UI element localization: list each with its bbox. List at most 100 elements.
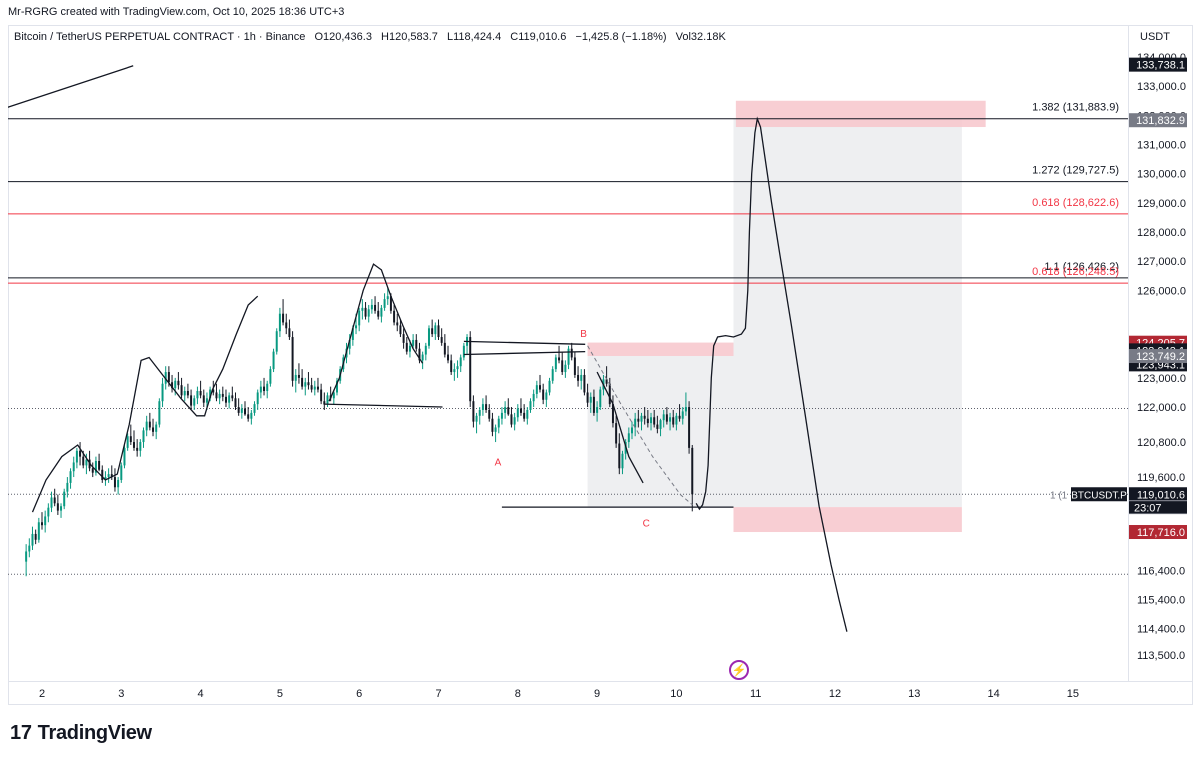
- candle-body: [34, 533, 37, 540]
- lightning-icon[interactable]: ⚡: [729, 660, 749, 680]
- candle-body: [513, 417, 516, 425]
- candle-body: [205, 398, 208, 403]
- symbol-legend[interactable]: Bitcoin / TetherUS PERPETUAL CONTRACT · …: [14, 31, 726, 43]
- candle-body: [412, 339, 415, 346]
- candle-body: [447, 354, 450, 361]
- candle-body: [621, 453, 624, 469]
- candle-body: [665, 414, 668, 422]
- candle-body: [500, 412, 503, 419]
- symbol-title[interactable]: Bitcoin / TetherUS PERPETUAL CONTRACT · …: [14, 31, 306, 43]
- candle-body: [611, 404, 614, 424]
- candle-body: [202, 395, 205, 403]
- candle-body: [583, 374, 586, 393]
- red-zone: [735, 100, 986, 128]
- candle-body: [85, 459, 88, 466]
- candle-body: [634, 418, 637, 428]
- candle-body: [107, 474, 110, 478]
- candle-body: [393, 310, 396, 323]
- candle-body: [348, 339, 351, 349]
- candle-body: [120, 465, 123, 480]
- x-tick-label: 4: [198, 688, 204, 700]
- candle-body: [161, 383, 164, 402]
- price-label-box: [1129, 525, 1187, 540]
- y-tick-label: 116,400.0: [1137, 565, 1185, 577]
- candle-body: [554, 357, 557, 370]
- candle-body: [75, 450, 78, 463]
- tradingview-logo[interactable]: 17 TradingView: [10, 722, 152, 745]
- candle-body: [377, 310, 380, 317]
- candle-body: [472, 401, 475, 422]
- price-label-box: [1129, 113, 1187, 128]
- candle-body: [301, 377, 304, 387]
- candle-body: [335, 380, 338, 393]
- candle-body: [424, 345, 427, 355]
- candle-body: [510, 414, 513, 425]
- candle-body: [678, 415, 681, 419]
- candle-body: [190, 395, 193, 406]
- candle-body: [167, 372, 170, 383]
- candle-body: [148, 421, 151, 428]
- candle-body: [523, 412, 526, 419]
- candle-body: [171, 382, 174, 389]
- candle-body: [199, 391, 202, 396]
- candle-body: [256, 392, 259, 405]
- candle-body: [94, 461, 97, 473]
- x-tick-label: 3: [118, 688, 124, 700]
- candle-body: [123, 447, 126, 466]
- candle-body: [313, 386, 316, 390]
- candle-body: [136, 447, 139, 451]
- candle-body: [266, 383, 269, 392]
- candle-body: [608, 383, 611, 405]
- candle-body: [297, 374, 300, 378]
- neck-line: [323, 403, 443, 408]
- candle-body: [98, 461, 101, 470]
- candle-body: [79, 450, 82, 457]
- candle-body: [361, 307, 364, 311]
- candle-body: [56, 503, 59, 511]
- candle-body: [592, 396, 595, 413]
- wave-label: A: [495, 457, 502, 468]
- candle-body: [491, 418, 494, 432]
- x-tick-label: 12: [829, 688, 841, 700]
- wave-label: C: [643, 519, 650, 530]
- candle-body: [542, 389, 545, 400]
- y-tick-label: 122,000.0: [1137, 402, 1186, 414]
- ohlc-close: C119,010.6: [510, 31, 567, 43]
- fib-level-label: 0.618 (128,622.6): [1032, 197, 1119, 209]
- currency-label[interactable]: USDT: [1140, 31, 1170, 43]
- time-axis-divider: [8, 681, 1193, 682]
- ohlc-high: H120,583.7: [381, 31, 438, 43]
- candle-body: [627, 433, 630, 443]
- candle-body: [25, 551, 28, 562]
- candle-body: [117, 479, 120, 488]
- candle-body: [485, 404, 488, 410]
- x-tick-label: 8: [515, 688, 521, 700]
- candle-body: [129, 436, 132, 443]
- candle-body: [577, 374, 580, 381]
- candle-body: [462, 345, 465, 358]
- volume-value: Vol32.18K: [675, 31, 726, 43]
- candle-body: [415, 339, 418, 349]
- candle-body: [561, 360, 564, 373]
- fib-level-label: 1.1 (126,426.2): [1044, 261, 1119, 273]
- price-label-text: 133,738.1: [1136, 60, 1185, 72]
- candle-body: [640, 415, 643, 422]
- candle-body: [399, 325, 402, 335]
- candle-body: [589, 396, 592, 403]
- y-tick-label: 120,800.0: [1137, 437, 1186, 449]
- candle-body: [469, 337, 472, 402]
- y-tick-label: 119,600.0: [1137, 472, 1185, 484]
- candle-body: [630, 427, 633, 434]
- candle-body: [44, 516, 47, 526]
- candle-body: [82, 456, 85, 466]
- candle-body: [481, 404, 484, 410]
- candle-body: [209, 389, 212, 399]
- candle-body: [278, 313, 281, 332]
- candle-body: [386, 296, 389, 300]
- candle-body: [183, 391, 186, 396]
- candle-body: [155, 424, 158, 432]
- candle-body: [110, 474, 113, 478]
- candle-body: [646, 418, 649, 424]
- candle-body: [599, 389, 602, 408]
